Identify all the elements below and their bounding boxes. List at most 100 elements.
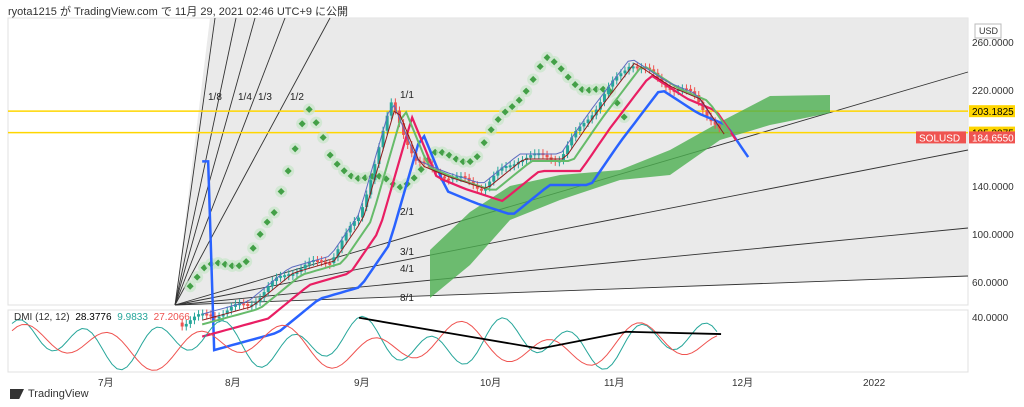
lagging-span-point (382, 175, 390, 183)
candle-body (430, 164, 434, 169)
candle-body (406, 134, 410, 145)
lagging-span-glow (541, 51, 554, 64)
ichimoku-conversion-line (202, 59, 719, 315)
lagging-span-point (361, 174, 369, 182)
candle-body (315, 260, 319, 263)
gann-fan-label: 1/1 (400, 90, 414, 101)
lagging-span-point (193, 273, 201, 281)
main-legend[interactable]: Solana / U.S. Dollar, 1日, FTX 始値 192.8500… (14, 25, 539, 37)
lagging-span-glow (583, 84, 596, 97)
candle-body (463, 176, 467, 179)
lagging-span-glow (184, 280, 197, 293)
lagging-span-point (557, 65, 565, 73)
candle-body (344, 232, 348, 241)
candle-body (660, 77, 664, 84)
lagging-span-glow (569, 78, 582, 91)
candle-body (631, 66, 635, 69)
lagging-span-glow (401, 177, 414, 190)
lagging-span-glow (240, 255, 253, 268)
candle-body (471, 181, 475, 186)
candle-body (668, 87, 672, 90)
lagging-span-point (242, 258, 250, 266)
lagging-span-point (396, 183, 404, 191)
candle-body (205, 313, 209, 316)
lagging-span-point (445, 151, 453, 159)
lagging-span-point (200, 264, 208, 272)
candle-body (541, 153, 545, 156)
candle-body (557, 160, 561, 163)
lagging-span-glow (289, 142, 302, 155)
price-badge-text: 184.6550 (972, 133, 1014, 144)
alligator-legend[interactable]: Alligator (12, 8, 5, 8, 5, 3) 212.0076 2… (14, 40, 276, 52)
lagging-span-glow (597, 83, 610, 96)
lagging-span-glow (408, 171, 421, 184)
lagging-span-point (249, 244, 257, 252)
dmi-legend[interactable]: DMI (12, 12) 28.3776 9.9833 27.2066 (14, 312, 193, 323)
lagging-span-glow (429, 146, 442, 159)
level-badge-lower-text: 185.3275 (972, 129, 1014, 140)
candle-body (225, 310, 229, 315)
price-tick-label: 60.0000 (972, 278, 1009, 289)
candle-body (414, 153, 418, 161)
candle-body (229, 306, 233, 311)
time-tick-label: 12月 (732, 377, 753, 389)
lagging-span-glow (205, 257, 218, 270)
candle-body (332, 257, 336, 264)
lagging-span-point (417, 165, 425, 173)
candle-body (328, 262, 332, 265)
candle-body (291, 273, 295, 276)
ichimoku-base-value: 221.2475 (174, 55, 217, 66)
candle-body (320, 260, 324, 263)
candle-body (221, 314, 225, 317)
brand-label: TradingView (28, 388, 89, 400)
high-value: 193.1525 (254, 25, 296, 36)
gann-fan-label: 2/1 (400, 207, 414, 218)
tradingview-logo-icon (10, 389, 24, 399)
candle-body (676, 89, 680, 92)
lagging-span-point (536, 62, 544, 71)
currency-box (974, 23, 1002, 39)
lagging-span-point (410, 174, 418, 182)
lagging-span-glow (338, 164, 351, 177)
open-label: 始値 (153, 25, 174, 36)
candle-body (283, 275, 287, 278)
lagging-span-glow (212, 257, 225, 270)
lagging-span-point (235, 262, 243, 270)
candle-body (520, 160, 524, 163)
candle-body (209, 314, 213, 317)
gann-fan-line (174, 71, 969, 306)
candle-body (594, 109, 598, 116)
ichimoku-legend[interactable]: Ichimoku (9, 26, 52, 26) 209.2500 221.24… (14, 55, 366, 67)
candle-body (447, 178, 451, 181)
open-value: 192.8500 (177, 25, 220, 36)
symbol-badge-text: SOLUSD (919, 133, 960, 144)
candle-body (512, 164, 516, 167)
level-badge-upper (969, 105, 1015, 118)
dmi-minus-value: 27.2066 (153, 312, 190, 323)
lagging-span-glow (219, 258, 232, 271)
lagging-span-point (207, 260, 215, 268)
lagging-span-point (452, 155, 460, 163)
candle-body (381, 130, 385, 148)
lagging-span-glow (254, 228, 267, 241)
candle-body (389, 102, 393, 116)
candle-body (307, 261, 311, 265)
time-tick-label: 8月 (225, 377, 241, 389)
lagging-span-point (543, 54, 551, 62)
lagging-span-glow (499, 106, 512, 119)
candle-body (393, 102, 397, 111)
lagging-span-point (403, 180, 411, 188)
time-tick-label: 7月 (98, 377, 114, 389)
candle-body (455, 176, 459, 179)
lagging-span-glow (436, 146, 449, 159)
price-tick-label: 180.0000 (972, 134, 1014, 145)
candle-body (250, 304, 254, 307)
lagging-span-glow (233, 259, 246, 272)
tradingview-brand[interactable]: TradingView (10, 388, 89, 400)
candle-body (233, 304, 237, 307)
candle-body (615, 76, 619, 81)
lagging-span-glow (506, 100, 519, 113)
candle-body (619, 73, 623, 77)
lagging-span-glow (226, 259, 239, 272)
candle-body (443, 176, 447, 179)
